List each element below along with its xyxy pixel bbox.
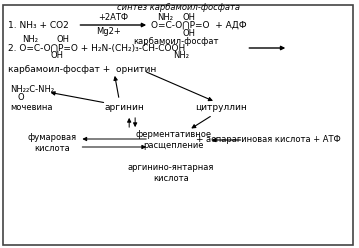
Text: O: O	[18, 93, 24, 102]
Text: синтез карбамоил-фосфата: синтез карбамоил-фосфата	[117, 3, 241, 12]
Text: NH₂: NH₂	[173, 52, 189, 61]
Text: NH₂: NH₂	[157, 12, 173, 22]
Text: Mg2+: Mg2+	[96, 28, 121, 36]
Text: ферментативное
расщепление: ферментативное расщепление	[136, 130, 212, 150]
Text: 1. NH₃ + CO2: 1. NH₃ + CO2	[8, 21, 69, 30]
Text: NH₂: NH₂	[22, 35, 38, 44]
Text: цитруллин: цитруллин	[195, 103, 247, 113]
Text: аргинин: аргинин	[104, 103, 144, 113]
Text: OH: OH	[182, 29, 195, 37]
Text: +2АТФ: +2АТФ	[98, 13, 128, 23]
Text: OH: OH	[50, 52, 63, 61]
Text: OH: OH	[182, 12, 195, 22]
Text: аргинино-янтарная
кислота: аргинино-янтарная кислота	[128, 163, 214, 183]
Text: аспарагиновая кислота + АТФ: аспарагиновая кислота + АТФ	[206, 135, 341, 145]
Text: O=C-O⋂P=O  + АДФ: O=C-O⋂P=O + АДФ	[151, 21, 247, 30]
Text: NH₂₂C-NH₂: NH₂₂C-NH₂	[10, 86, 54, 94]
FancyBboxPatch shape	[3, 5, 353, 245]
Text: +: +	[195, 135, 202, 145]
Text: 2. O=C-O⋂P=O + H₂N-(CH₂)₃-CH-COOH: 2. O=C-O⋂P=O + H₂N-(CH₂)₃-CH-COOH	[8, 43, 185, 53]
Text: карбамоил-фосфат: карбамоил-фосфат	[133, 37, 219, 47]
Text: фумаровая
кислота: фумаровая кислота	[27, 133, 76, 153]
Text: OH: OH	[56, 35, 69, 44]
Text: мочевина: мочевина	[10, 103, 52, 113]
Text: карбамоил-фосфат +  орнитин: карбамоил-фосфат + орнитин	[8, 64, 156, 73]
